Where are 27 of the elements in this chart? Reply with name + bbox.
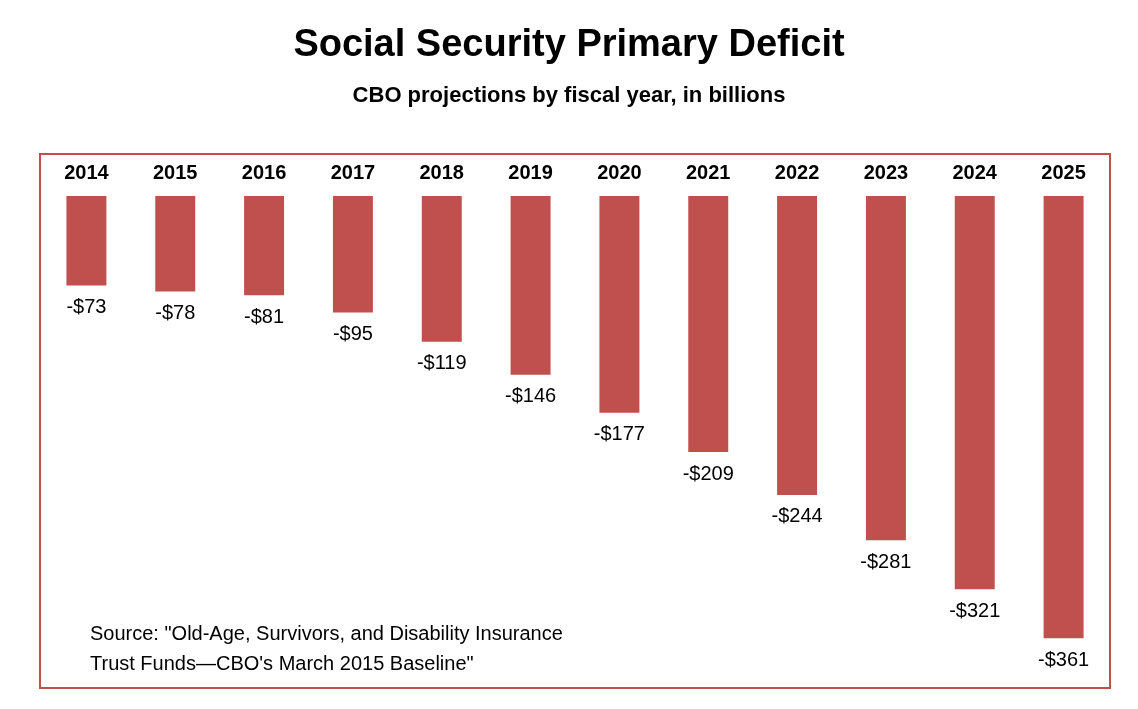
chart-subtitle: CBO projections by fiscal year, in billions [351, 82, 787, 108]
x-tick-label: 2014 [64, 160, 110, 183]
data-label: -$177 [593, 422, 645, 445]
x-tick-label: 2023 [863, 160, 909, 183]
data-label: -$78 [155, 301, 196, 324]
annotation: Source: "Old-Age, Survivors, and Disability Insurance Trust Funds—CBO's March 2015 Baseline" [90, 622, 563, 674]
data-label: -$209 [682, 461, 734, 484]
data-label: -$281 [860, 549, 912, 572]
x-tick-label: 2016 [241, 160, 287, 183]
data-label: -$81 [244, 304, 285, 327]
data-label: -$146 [505, 384, 557, 407]
chart-title: Social Security Primary Deficit [292, 22, 846, 65]
x-tick-label: 2020 [597, 160, 642, 183]
x-tick-label: 2019 [508, 160, 553, 183]
x-tick-label: 2021 [686, 160, 731, 183]
x-tick-label: 2017 [330, 160, 376, 183]
x-tick-label: 2015 [153, 160, 198, 183]
x-tick-label: 2025 [1041, 160, 1086, 183]
x-tick-label: 2022 [774, 160, 820, 183]
data-label: -$119 [416, 351, 467, 374]
x-tick-label: 2018 [419, 160, 464, 183]
x-tick-label: 2024 [952, 160, 998, 183]
data-label: -$321 [949, 598, 1001, 621]
data-label: -$244 [771, 504, 823, 527]
data-label: -$361 [1038, 647, 1090, 670]
data-label: -$73 [66, 294, 107, 317]
data-label: -$95 [332, 321, 373, 344]
